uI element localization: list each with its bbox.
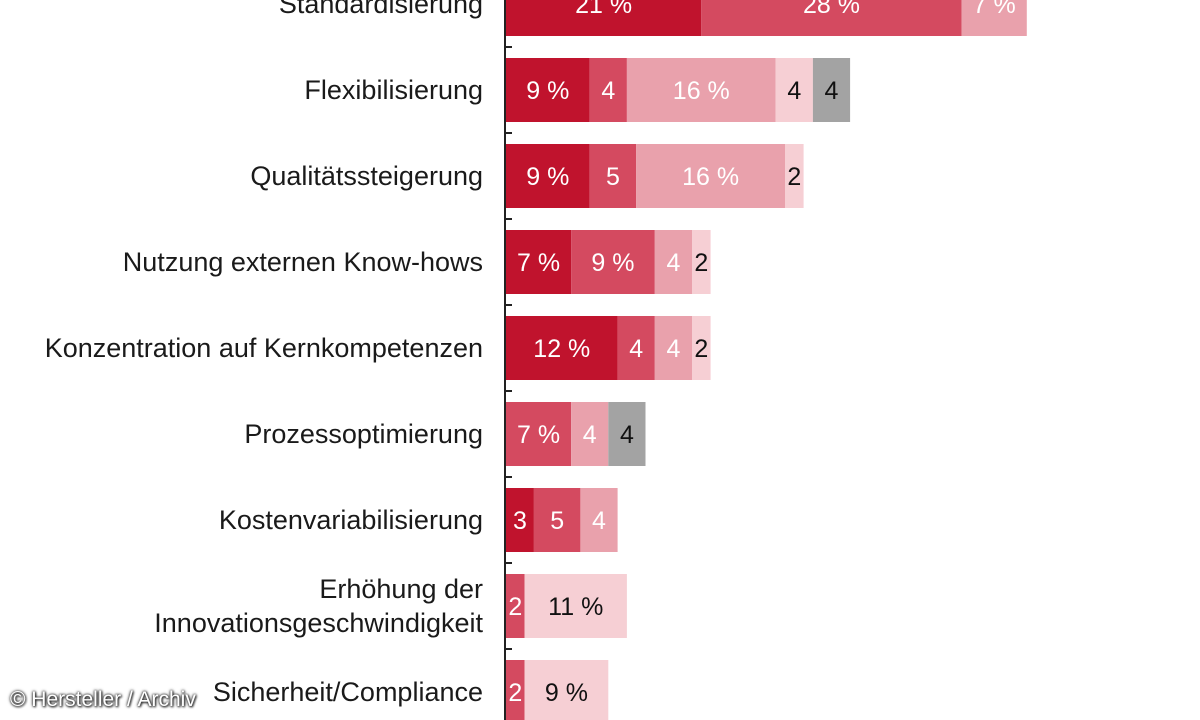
bar-segment: [654, 316, 692, 380]
bar-segment: [571, 230, 655, 294]
category-labels-layer: Standardisierung Flexibilisierung Qualität…: [45, 0, 484, 707]
data-label: 4: [592, 507, 606, 535]
bar-segment: [608, 402, 646, 466]
data-label: 4: [787, 77, 801, 105]
data-label: 4: [666, 249, 680, 277]
data-label: 16 %: [673, 77, 730, 105]
data-label: 9 %: [526, 163, 569, 191]
bar-segment: [524, 574, 627, 638]
bar-segment: [589, 144, 637, 208]
category-label: Konzentration auf Kernkompetenzen: [45, 333, 483, 363]
bar-segment: [692, 230, 711, 294]
data-label: 21 %: [575, 0, 632, 19]
data-label: 11 %: [548, 593, 603, 621]
data-label: 4: [666, 335, 680, 363]
data-label: 4: [629, 335, 643, 363]
data-label: 16 %: [682, 163, 739, 191]
bar-segment: [506, 144, 590, 208]
data-label: 4: [583, 421, 597, 449]
bar-segment: [506, 660, 525, 720]
category-label: Standardisierung: [279, 0, 483, 19]
bar-segment: [506, 574, 525, 638]
bar-segment: [524, 660, 609, 720]
bar-segment: [589, 58, 627, 122]
data-label: 4: [825, 77, 839, 105]
bar-segment: [506, 58, 590, 122]
data-label: 9 %: [591, 249, 634, 277]
bar-segment: [775, 58, 813, 122]
data-label: 2: [508, 593, 522, 621]
data-label: 5: [550, 507, 564, 535]
bar-segment: [571, 402, 609, 466]
data-label: 12 %: [533, 335, 590, 363]
data-label: 2: [694, 335, 708, 363]
category-label: Kostenvariabilisierung: [219, 505, 483, 535]
bar-segment: [812, 58, 851, 122]
bar-segment: [617, 316, 655, 380]
data-label: 7 %: [517, 421, 560, 449]
data-label: 7 %: [517, 249, 560, 277]
data-label: 4: [620, 421, 634, 449]
bar-segment: [961, 0, 1027, 36]
data-label: 9 %: [545, 679, 588, 707]
y-axis: [504, 0, 512, 720]
bar-segment: [692, 316, 711, 380]
bars-layer: 21 % 28 % 7 %9 % 4 16 % 4 49 % 5 16 % 27 % 9 % 4 212…: [506, 0, 1027, 720]
data-label: 28 %: [803, 0, 860, 19]
data-label: 7 %: [973, 0, 1016, 19]
bar-segment: [785, 144, 804, 208]
category-label: Nutzung externen Know-hows: [123, 247, 483, 277]
bar-segment: [533, 488, 581, 552]
bar-segment: [654, 230, 692, 294]
data-label: 9 %: [526, 77, 569, 105]
bar-segment: [636, 144, 785, 208]
category-label: Prozessoptimierung: [244, 419, 483, 449]
bar-segment: [626, 58, 776, 122]
data-label: 5: [606, 163, 620, 191]
bar-segment: [506, 0, 702, 36]
data-label: 3: [513, 507, 527, 535]
category-label: Erhöhung der: [319, 574, 483, 604]
data-label: 2: [508, 679, 522, 707]
bar-segment: [506, 488, 534, 552]
category-label: Flexibilisierung: [304, 75, 483, 105]
category-label: Qualitätssteigerung: [250, 161, 483, 191]
category-label: Sicherheit/Compliance: [213, 677, 483, 707]
bar-segment: [701, 0, 962, 36]
data-label: 2: [787, 163, 801, 191]
bar-segment: [580, 488, 618, 552]
data-label: 2: [694, 249, 708, 277]
image-credit: © Hersteller / Archiv: [10, 688, 196, 711]
bar-segment: [506, 316, 618, 380]
bar-segment: [506, 230, 572, 294]
category-label: Innovationsgeschwindigkeit: [154, 608, 483, 638]
data-label: 4: [601, 77, 615, 105]
bar-segment: [506, 402, 572, 466]
